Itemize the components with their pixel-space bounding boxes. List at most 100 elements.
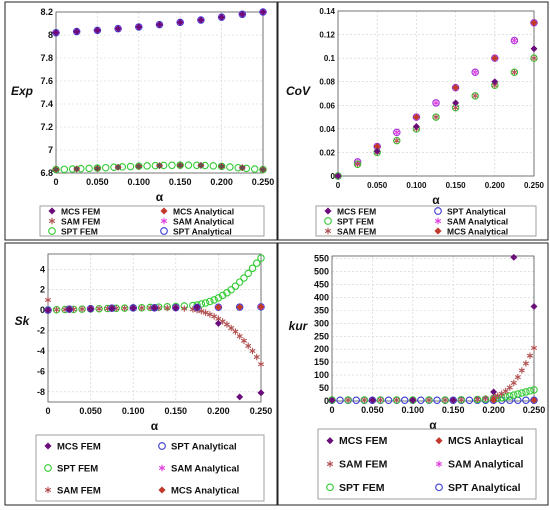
data-point	[115, 164, 122, 171]
data-point	[218, 163, 225, 170]
data-point	[94, 165, 101, 172]
data-point	[44, 306, 52, 314]
legend-marker	[324, 227, 332, 235]
series-2	[373, 19, 538, 151]
data-point	[245, 342, 252, 350]
legend-item: SPT Analytical	[158, 442, 237, 453]
data-point	[433, 396, 441, 404]
data-point	[511, 69, 518, 76]
data-point	[184, 161, 193, 169]
data-point	[226, 163, 234, 171]
panel-frame	[4, 1, 278, 241]
data-point	[155, 21, 164, 29]
data-point	[206, 297, 214, 306]
data-point	[126, 162, 135, 171]
data-point	[164, 304, 171, 312]
x-axis-label: α	[156, 190, 164, 204]
y-tick-label: 250	[314, 331, 329, 341]
data-point	[53, 306, 60, 313]
y-tick-label: 550	[314, 254, 329, 264]
data-point	[452, 84, 460, 92]
panel-frame	[277, 1, 549, 241]
y-tick-label: 0.04	[319, 125, 335, 134]
x-tick-label: 0.250	[250, 406, 273, 416]
data-point	[257, 254, 265, 262]
data-point	[328, 396, 336, 404]
legend-label: SPT FEM	[337, 217, 374, 227]
x-tick-label: 0	[53, 177, 58, 187]
data-point	[176, 18, 184, 26]
data-point	[530, 344, 538, 352]
data-point	[490, 388, 498, 396]
data-point	[253, 353, 260, 361]
data-point	[96, 305, 103, 312]
legend-marker	[48, 217, 56, 225]
data-point	[259, 8, 267, 16]
data-point	[129, 304, 137, 312]
x-tick-label: 0.100	[122, 406, 145, 416]
legend-item: SAM FEM	[326, 459, 388, 471]
legend-label: SPT Analytical	[448, 482, 521, 494]
legend: MCS FEM MCS Analytical SAM FEM SAM Analytic…	[39, 205, 265, 237]
x-tick-label: 0.050	[367, 181, 388, 190]
x-tick-label: 0.100	[402, 405, 425, 415]
data-point	[334, 172, 342, 180]
x-tick-label: 0.200	[485, 181, 506, 190]
legend-marker	[326, 460, 334, 468]
legend-marker	[44, 464, 52, 472]
legend-item: MCS FEM	[48, 207, 100, 217]
data-point	[465, 396, 474, 404]
data-point	[250, 165, 259, 173]
legend-marker	[158, 486, 166, 494]
y-tick-label: 0	[324, 396, 329, 406]
legend-label: MCS FEM	[337, 207, 376, 217]
x-tick-label: 0.200	[482, 405, 505, 415]
legend-label: SAM FEM	[61, 217, 100, 227]
series-6	[334, 45, 538, 180]
x-tick-label: 0.100	[406, 181, 427, 190]
y-tick-label: 500	[314, 267, 329, 277]
data-point	[87, 305, 95, 313]
legend-marker	[48, 227, 56, 235]
data-point	[452, 99, 460, 107]
data-point	[228, 324, 235, 332]
legend-label: MCS Analytical	[171, 486, 239, 497]
plot-area	[55, 11, 264, 174]
y-tick-label: 7.2	[40, 122, 53, 132]
data-point	[530, 396, 538, 404]
y-tick-label: 8	[48, 30, 53, 40]
legend-item: SAM Analytical	[158, 464, 239, 475]
panel-frame	[277, 242, 549, 506]
data-point	[197, 16, 205, 24]
legend-label: SAM FEM	[57, 486, 101, 497]
legend-item: MCS Anlaytical	[435, 435, 524, 447]
x-tick-label: 0.250	[252, 177, 275, 187]
data-point	[214, 303, 222, 311]
y-tick-label: -2	[37, 326, 45, 336]
data-point	[518, 367, 525, 374]
data-point	[257, 361, 265, 368]
data-point	[345, 396, 352, 404]
data-point	[522, 396, 530, 404]
data-points	[44, 254, 265, 401]
legend-label: SPT FEM	[339, 482, 385, 494]
legend-label: SAM FEM	[337, 227, 376, 237]
legend-marker	[435, 460, 443, 468]
data-point	[514, 390, 522, 398]
data-point	[518, 389, 526, 397]
data-point	[239, 164, 246, 171]
legend-marker	[326, 437, 334, 445]
data-point	[257, 303, 265, 311]
legend-marker	[160, 217, 168, 225]
legend-label: SAM FEM	[339, 459, 388, 471]
data-point	[458, 396, 465, 403]
x-tick-label: 0	[45, 406, 50, 416]
plot-area	[337, 10, 535, 177]
data-point	[210, 296, 218, 304]
data-point	[209, 162, 218, 170]
legend-label: SAM Analytical	[173, 217, 234, 227]
legend-item: MCS Analytical	[434, 227, 508, 237]
data-point	[60, 165, 69, 174]
y-axis-label: Exp	[11, 84, 33, 98]
